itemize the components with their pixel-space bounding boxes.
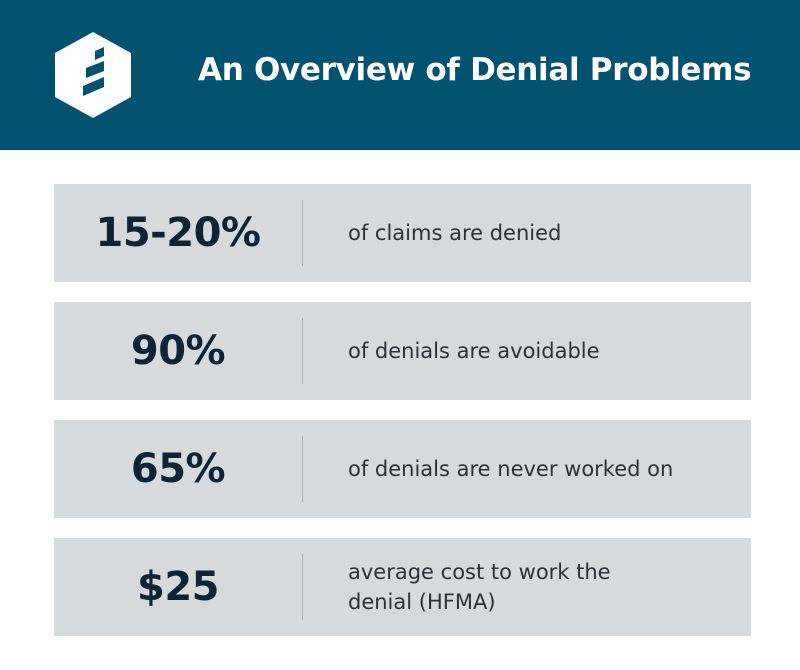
page-title: An Overview of Denial Problems — [198, 52, 752, 88]
stat-description: of claims are denied — [348, 221, 562, 245]
divider — [302, 554, 303, 620]
stat-card: 65% of denials are never worked on — [54, 420, 751, 518]
stat-description: of denials are avoidable — [348, 339, 600, 363]
divider — [302, 436, 303, 502]
stat-card: $25 average cost to work the denial (HFM… — [54, 538, 751, 636]
stat-description: of denials are never worked on — [348, 457, 674, 481]
stat-description: average cost to work the denial (HFMA) — [348, 560, 611, 614]
stats-list: 15-20% of claims are denied 90% of denia… — [54, 184, 751, 656]
divider — [302, 318, 303, 384]
header-banner: An Overview of Denial Problems — [0, 0, 800, 150]
lighthouse-logo-icon — [55, 32, 131, 118]
stat-value: 90% — [130, 328, 226, 374]
stat-card: 90% of denials are avoidable — [54, 302, 751, 400]
stat-card: 15-20% of claims are denied — [54, 184, 751, 282]
divider — [302, 200, 303, 266]
stat-value: $25 — [137, 564, 220, 610]
stat-value: 15-20% — [95, 210, 261, 256]
stat-value: 65% — [130, 446, 226, 492]
